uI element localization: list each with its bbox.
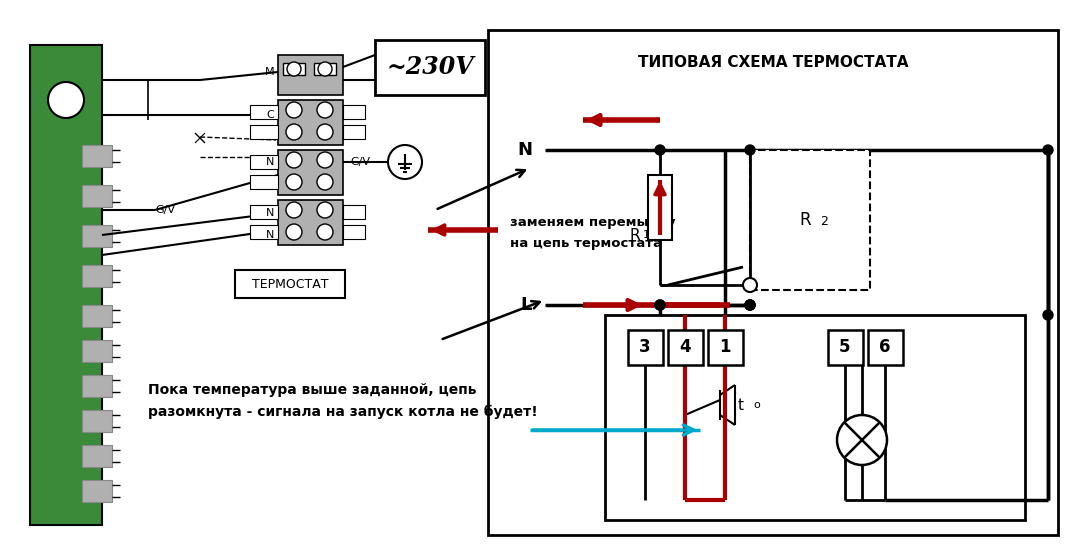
Bar [250,125,278,139]
Circle shape [655,145,665,155]
Bar [278,150,343,195]
Text: R: R [799,211,811,229]
Bar [828,330,863,365]
Bar [82,410,112,432]
Bar [82,340,112,362]
Bar [278,55,343,95]
Bar [343,205,365,219]
Text: 6: 6 [879,338,891,356]
Text: 2: 2 [820,215,828,228]
Bar [708,330,743,365]
Bar [235,270,345,298]
Text: N: N [266,208,274,218]
Circle shape [1043,310,1053,320]
Circle shape [286,152,302,168]
Text: L: L [521,296,532,314]
Text: M: M [265,67,274,77]
Bar [343,105,365,119]
Bar [82,375,112,397]
Circle shape [655,300,665,310]
Text: Пока температура выше заданной, цепь: Пока температура выше заданной, цепь [148,383,477,397]
Bar [250,155,278,169]
Bar [488,30,1058,535]
Text: разомкнута - сигнала на запуск котла не будет!: разомкнута - сигнала на запуск котла не … [148,405,538,419]
Bar [250,105,278,119]
Circle shape [317,224,333,240]
Bar [343,125,365,139]
Text: N: N [266,230,274,240]
Circle shape [388,145,422,179]
Bar [605,315,1025,520]
Circle shape [317,124,333,140]
Text: 1: 1 [643,230,650,240]
Bar [30,45,102,525]
Text: заменяем перемычку: заменяем перемычку [510,216,676,229]
Bar [82,185,112,207]
Bar [868,330,903,365]
Bar [82,265,112,287]
Text: ТИПОВАЯ СХЕМА ТЕРМОСТАТА: ТИПОВАЯ СХЕМА ТЕРМОСТАТА [637,54,908,70]
Bar [82,305,112,327]
Circle shape [286,102,302,118]
Bar [250,175,278,189]
Circle shape [838,415,887,465]
Circle shape [318,62,332,76]
Bar [343,225,365,239]
Bar [375,40,485,95]
Bar [250,205,278,219]
Text: t: t [738,398,744,413]
Circle shape [317,152,333,168]
Bar [82,480,112,502]
Bar [278,200,343,245]
Bar [750,150,870,290]
Text: N: N [517,141,532,159]
Text: N: N [266,157,274,167]
Circle shape [1043,145,1053,155]
Circle shape [745,300,755,310]
Bar [648,175,672,240]
Circle shape [745,300,755,310]
Text: 5: 5 [840,338,850,356]
Bar [314,63,336,75]
Bar [82,145,112,167]
Bar [283,63,305,75]
Text: 4: 4 [679,338,691,356]
Bar [82,445,112,467]
Circle shape [317,174,333,190]
Bar [668,330,703,365]
Text: C: C [267,110,274,120]
Circle shape [286,202,302,218]
Circle shape [745,145,755,155]
Circle shape [286,174,302,190]
Text: на цепь термостата: на цепь термостата [510,236,662,250]
Circle shape [743,278,757,292]
Bar [278,100,343,145]
Circle shape [286,224,302,240]
Bar [250,225,278,239]
Text: R: R [630,227,640,242]
Bar [82,225,112,247]
Text: G/V: G/V [155,205,175,215]
Text: 1: 1 [720,338,730,356]
Bar [628,330,663,365]
Circle shape [317,102,333,118]
Text: ~230V: ~230V [387,55,473,79]
Circle shape [286,124,302,140]
Circle shape [317,202,333,218]
Circle shape [48,82,84,118]
Text: 3: 3 [639,338,651,356]
Text: G/V: G/V [350,157,369,167]
Circle shape [655,300,665,310]
Circle shape [287,62,301,76]
Text: o: o [753,400,759,410]
Text: ТЕРМОСТАТ: ТЕРМОСТАТ [252,277,328,290]
Circle shape [745,300,755,310]
